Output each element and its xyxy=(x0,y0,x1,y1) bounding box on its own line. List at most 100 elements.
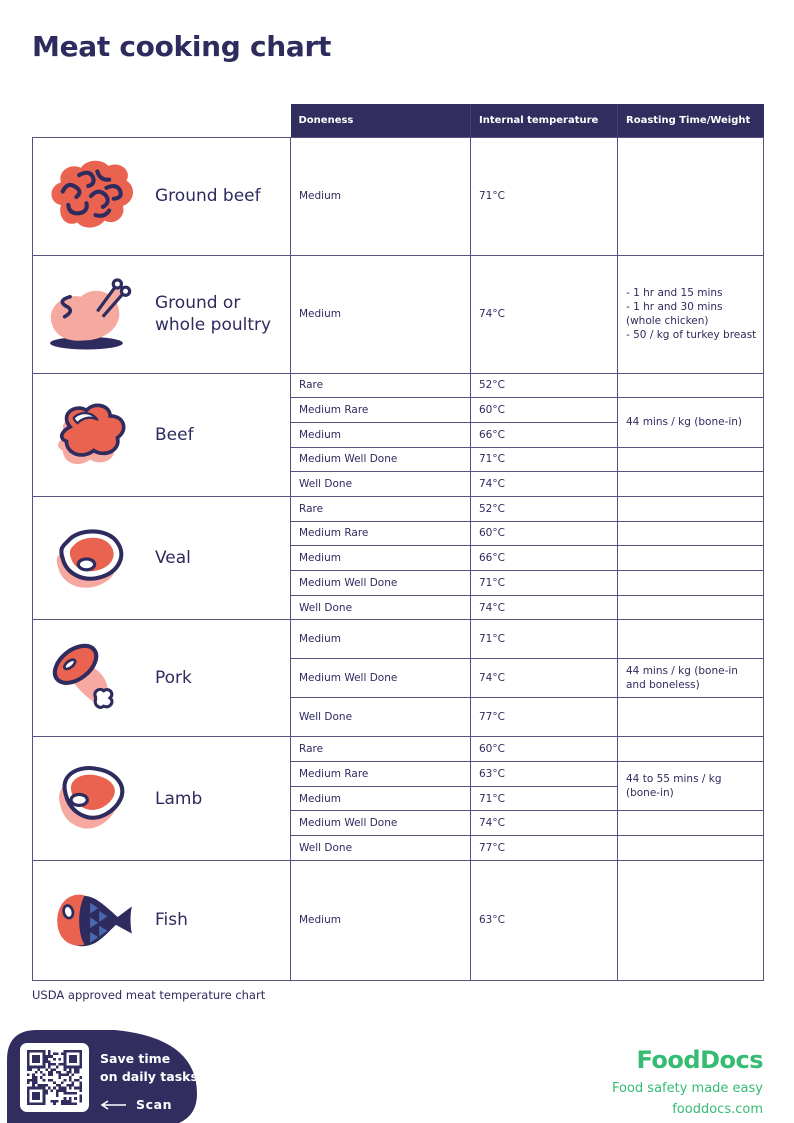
roasting-cell xyxy=(617,570,764,596)
doneness-cell: Well Done xyxy=(290,471,471,497)
doneness-cell: Medium Rare xyxy=(290,520,471,547)
temperature-cell: 60°C xyxy=(470,520,618,547)
temperature-cell: 77°C xyxy=(470,835,618,861)
doneness-cell: Medium xyxy=(290,859,471,981)
table-row: Ground or whole poultry Medium 74°C - 1 … xyxy=(32,254,764,374)
roasting-cell xyxy=(617,545,764,571)
qr-code xyxy=(20,1043,89,1112)
header-internal-temperature: Internal temperature xyxy=(470,104,618,137)
doneness-cell: Medium Rare xyxy=(290,761,471,787)
roasting-cell xyxy=(617,697,764,738)
temperature-cell: 66°C xyxy=(470,545,618,571)
temperature-cell: 74°C xyxy=(470,658,618,699)
table-corner-spacer xyxy=(32,104,291,137)
meat-cell-beef: Beef xyxy=(32,372,291,497)
table-row: Medium Well Done 74°C xyxy=(33,810,764,837)
temperature-cell: 71°C xyxy=(470,570,618,596)
temperature-cell: 52°C xyxy=(470,495,618,522)
roasting-cell xyxy=(617,372,764,399)
roasting-cell xyxy=(617,136,764,256)
lamb-icon xyxy=(59,765,125,829)
doneness-cell: Medium Well Done xyxy=(290,446,471,473)
doneness-cell: Medium xyxy=(290,254,471,374)
roasting-cell xyxy=(617,495,764,522)
roasting-cell: - 1 hr and 15 mins - 1 hr and 30 mins (w… xyxy=(617,254,764,374)
roasting-cell xyxy=(617,520,764,547)
table-row: Pork Medium 71°C xyxy=(32,619,764,738)
brand-logo: FoodDocs xyxy=(636,1046,764,1074)
meat-name: Veal xyxy=(155,548,191,569)
brand-tagline: Food safety made easy xyxy=(612,1081,763,1096)
doneness-cell: Medium xyxy=(290,619,471,660)
meat-name: Beef xyxy=(155,424,194,445)
meat-cell-lamb: Lamb xyxy=(32,736,291,861)
roasting-cell xyxy=(617,859,764,981)
table-row: Medium Well Done 74°C 44 mins / kg (bone… xyxy=(33,658,764,699)
roasting-cell xyxy=(617,736,764,763)
scan-label: Scan xyxy=(136,1097,173,1113)
doneness-cell: Rare xyxy=(290,372,471,399)
table-row: Medium Rare 60°C xyxy=(33,520,764,547)
table-row: Beef Rare 52°C xyxy=(32,372,764,497)
meat-cell-ground-beef: Ground beef xyxy=(32,136,291,256)
table-row: Well Done 77°C xyxy=(33,697,764,738)
roasting-cell xyxy=(617,810,764,837)
scan-arrow-icon xyxy=(100,1100,126,1110)
pork-icon xyxy=(52,644,114,710)
meat-name: Ground beef xyxy=(155,185,261,206)
promo-headline: Save time on daily tasks xyxy=(100,1051,198,1085)
temperature-cell: 63°C xyxy=(470,761,618,787)
roasting-cell xyxy=(617,619,764,660)
brand-website: fooddocs.com xyxy=(672,1102,763,1117)
doneness-cell: Medium xyxy=(290,785,471,812)
doneness-cell: Rare xyxy=(290,495,471,522)
poultry-icon xyxy=(50,278,132,350)
roasting-cell xyxy=(617,835,764,861)
roasting-cell xyxy=(617,594,764,621)
beef-icon xyxy=(58,403,126,464)
table-row: Lamb Rare 60°C xyxy=(32,736,764,861)
meat-cooking-table: Doneness Internal temperature Roasting T… xyxy=(32,104,764,981)
doneness-cell: Medium Well Done xyxy=(290,810,471,837)
promo-blob: Save time on daily tasks Scan xyxy=(7,1030,198,1123)
temperature-cell: 74°C xyxy=(470,254,618,374)
brand-block: FoodDocs Food safety made easy fooddocs.… xyxy=(612,1046,764,1117)
temperature-cell: 71°C xyxy=(470,785,618,812)
header-doneness: Doneness xyxy=(290,104,471,137)
temperature-cell: 52°C xyxy=(470,372,618,399)
doneness-cell: Medium Well Done xyxy=(290,570,471,596)
temperature-cell: 71°C xyxy=(470,136,618,256)
temperature-cell: 63°C xyxy=(470,859,618,981)
doneness-cell: Medium Rare xyxy=(290,397,471,423)
meat-name: Ground or whole poultry xyxy=(155,292,272,335)
meat-name: Pork xyxy=(155,668,192,689)
table-row: Veal Rare 52°C xyxy=(32,495,764,621)
table-row: Medium 71°C xyxy=(33,785,764,812)
temperature-cell: 74°C xyxy=(470,594,618,621)
temperature-cell: 74°C xyxy=(470,810,618,837)
table-row: Well Done 77°C xyxy=(33,835,764,861)
doneness-cell: Well Done xyxy=(290,697,471,738)
page-title: Meat cooking chart xyxy=(32,30,332,63)
doneness-cell: Medium xyxy=(290,136,471,256)
temperature-cell: 60°C xyxy=(470,397,618,423)
table-row: Medium 66°C xyxy=(33,421,764,448)
doneness-cell: Medium xyxy=(290,421,471,448)
meat-cell-pork: Pork xyxy=(32,619,291,738)
doneness-cell: Well Done xyxy=(290,835,471,861)
temperature-cell: 66°C xyxy=(470,421,618,448)
header-roasting-time-weight: Roasting Time/Weight xyxy=(617,104,764,137)
temperature-cell: 71°C xyxy=(470,619,618,660)
meat-name: Lamb xyxy=(155,788,203,809)
table-row: Medium 66°C xyxy=(33,545,764,571)
doneness-cell: Medium xyxy=(290,545,471,571)
table-row: Medium Rare 63°C 44 to 55 mins / kg (bon… xyxy=(33,761,764,812)
ground-beef-icon xyxy=(51,160,134,228)
table-header-row: Doneness Internal temperature Roasting T… xyxy=(32,104,764,137)
doneness-cell: Well Done xyxy=(290,594,471,621)
roasting-cell: 44 to 55 mins / kg (bone-in) xyxy=(617,761,764,812)
meat-name: Fish xyxy=(155,910,188,931)
roasting-cell xyxy=(617,471,764,497)
temperature-cell: 74°C xyxy=(470,471,618,497)
veal-icon xyxy=(56,529,124,588)
